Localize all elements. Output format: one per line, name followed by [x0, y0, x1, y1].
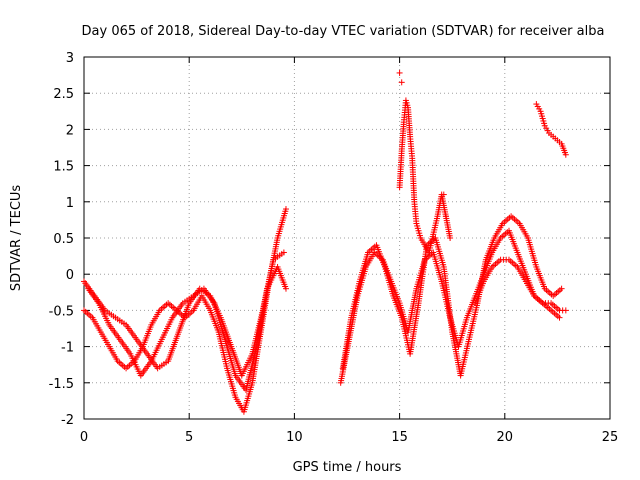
outlier-point [442, 213, 449, 220]
outlier-point [396, 69, 403, 76]
y-tick-label: 2.5 [53, 87, 74, 102]
y-tick-label: 3 [66, 51, 74, 66]
y-tick-label: -1 [61, 341, 74, 356]
outlier-point [398, 79, 405, 86]
y-tick-label: -1.5 [49, 377, 74, 392]
data-point [562, 307, 569, 314]
y-tick-label: 0 [66, 268, 74, 283]
x-tick-label: 10 [286, 430, 303, 445]
data-point [562, 151, 569, 158]
data-point [447, 235, 454, 241]
outlier-point [440, 191, 447, 198]
x-tick-label: 0 [80, 430, 88, 445]
data-point [282, 206, 289, 213]
data-point [280, 249, 287, 256]
x-axis: 0 5 10 15 20 25 [80, 57, 618, 445]
data-point [282, 285, 289, 292]
y-axis: -2 -1.5 -1 -0.5 0 0.5 1 1.5 2 2.5 3 [49, 51, 610, 428]
chart-title: Day 065 of 2018, Sidereal Day-to-day VTE… [82, 24, 605, 39]
x-tick-label: 25 [602, 430, 619, 445]
y-tick-label: 2 [66, 123, 74, 138]
x-tick-label: 20 [497, 430, 514, 445]
plot-frame [83, 56, 611, 420]
data-point [556, 314, 563, 321]
data-point [558, 285, 565, 292]
y-axis-label: SDTVAR / TECUs [9, 185, 24, 292]
y-tick-label: 1.5 [53, 160, 74, 175]
data-points [81, 69, 569, 415]
grid [84, 57, 610, 419]
y-tick-label: 1 [66, 196, 74, 211]
x-tick-label: 15 [391, 430, 408, 445]
y-tick-label: 0.5 [53, 232, 74, 247]
y-tick-label: -0.5 [49, 304, 74, 319]
x-axis-label: GPS time / hours [293, 460, 402, 475]
y-tick-label: -2 [61, 413, 74, 428]
x-tick-label: 5 [185, 430, 193, 445]
